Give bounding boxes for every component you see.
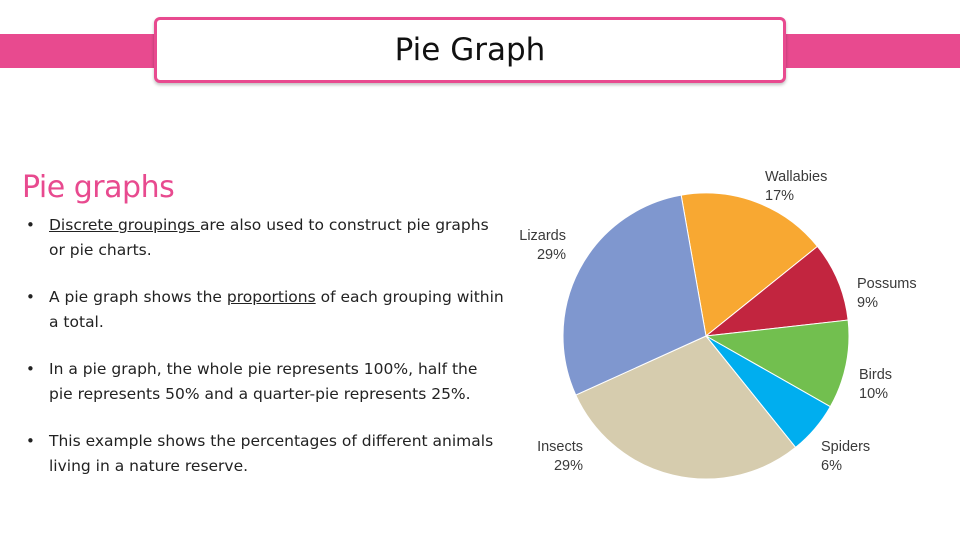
- bullet-item: • A pie graph shows the proportions of ea…: [24, 285, 504, 335]
- slice-label-wallabies: Wallabies: [765, 169, 827, 185]
- bullet-text: are also used to construct pie graphs or…: [49, 216, 489, 259]
- bullet-item: • Discrete groupings are also used to con…: [24, 213, 504, 263]
- pie-slice-insects: [575, 335, 797, 480]
- slice-value-birds: 10%: [859, 386, 888, 402]
- underlined-term: proportions: [226, 288, 316, 306]
- bullet-text: of each grouping within a total.: [49, 288, 504, 331]
- underlined-term: Discrete groupings: [49, 216, 200, 234]
- slice-label-birds: Birds: [859, 367, 892, 383]
- slice-label-possums: Possums: [857, 276, 917, 292]
- slice-value-spiders: 6%: [821, 458, 842, 474]
- pie-slice-birds: [704, 319, 850, 408]
- bullet-dot: •: [26, 216, 35, 234]
- bullet-dot: •: [26, 288, 35, 306]
- slice-label-lizards: Lizards: [519, 228, 566, 244]
- bullet-list: • Discrete groupings are also used to con…: [24, 213, 504, 501]
- title-box: Pie Graph: [154, 17, 786, 83]
- slice-value-lizards: 29%: [537, 247, 566, 263]
- slice-value-possums: 9%: [857, 295, 878, 311]
- pie-slice-wallabies: [680, 192, 819, 337]
- bullet-dot: •: [26, 360, 35, 378]
- slide-title: Pie Graph: [394, 32, 546, 68]
- pie-slice-possums: [704, 245, 849, 337]
- bullet-text: This example shows the percentages of di…: [49, 432, 494, 475]
- pie-chart: Wallabies 17% Possums 9% Birds 10% Spiders 6% In…: [519, 169, 917, 480]
- slice-value-wallabies: 17%: [765, 188, 794, 204]
- bullet-dot: •: [26, 432, 35, 450]
- slice-value-insects: 29%: [554, 458, 583, 474]
- bullet-text: A pie graph shows the: [49, 288, 227, 306]
- bullet-item: • This example shows the percentages of d…: [24, 429, 504, 479]
- section-heading: Pie graphs: [22, 170, 175, 205]
- slice-label-insects: Insects: [537, 439, 583, 455]
- bullet-text: In a pie graph, the whole pie represents…: [49, 360, 478, 403]
- slice-label-spiders: Spiders: [821, 439, 870, 455]
- bullet-item: • In a pie graph, the whole pie represent…: [24, 357, 504, 407]
- pie-slice-lizards: [562, 194, 707, 396]
